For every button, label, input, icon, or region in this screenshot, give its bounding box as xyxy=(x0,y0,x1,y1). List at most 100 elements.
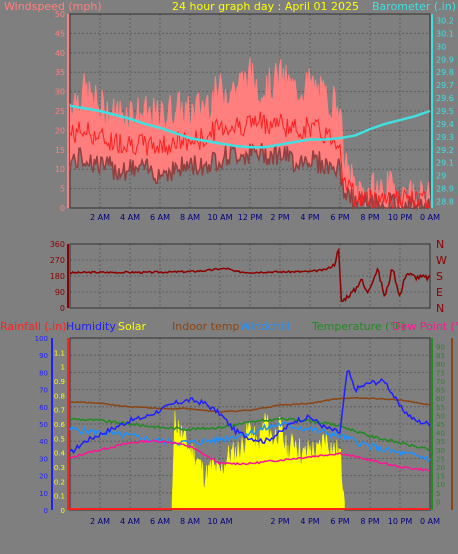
wind-tick-label: 45 xyxy=(55,29,65,38)
temperature-tick-label: 45 xyxy=(436,421,445,429)
time-tick-label: 2 PM xyxy=(270,213,289,222)
temperature-tick-label: 50 xyxy=(436,412,445,420)
barometer-tick-label: 29.6 xyxy=(436,94,454,103)
legend-solar: Solar xyxy=(118,320,147,333)
dew-point-line xyxy=(69,439,431,472)
barometer-tick-label: 29.3 xyxy=(436,133,454,142)
barometer-tick-label: 29.2 xyxy=(436,146,454,155)
humidity-line xyxy=(69,369,431,455)
compass-label: E xyxy=(436,286,443,299)
wind-tick-label: 5 xyxy=(60,185,65,194)
wind-tick-label: 25 xyxy=(55,107,65,116)
humidity-tick-label: 80 xyxy=(39,369,48,377)
temperature-tick-label: 10 xyxy=(436,481,445,489)
time-tick-label: 2 PM xyxy=(270,517,289,526)
compass-label: N xyxy=(436,238,444,251)
environment-chart: 010203040506070809010000.10.20.30.40.50.… xyxy=(35,335,453,526)
direction-tick-label: 180 xyxy=(50,272,65,281)
barometer-tick-label: 29.4 xyxy=(436,120,454,129)
barometer-tick-label: 29.9 xyxy=(436,55,454,64)
direction-tick-label: 360 xyxy=(50,240,65,249)
time-tick-label: 2 AM xyxy=(90,213,110,222)
temperature-tick-label: 40 xyxy=(436,430,445,438)
time-tick-label: 8 AM xyxy=(180,517,200,526)
wind-gust-band xyxy=(70,58,430,208)
temperature-tick-label: 35 xyxy=(436,438,445,446)
temperature-tick-label: 5 xyxy=(436,490,440,498)
time-tick-label: 8 AM xyxy=(180,213,200,222)
temperature-tick-label: 0 xyxy=(436,498,440,506)
wind-average-line xyxy=(69,111,430,210)
wind-tick-label: 15 xyxy=(55,146,65,155)
time-tick-label: 4 AM xyxy=(120,213,140,222)
rain-tick-label: 0.9 xyxy=(54,378,65,386)
wind-tick-label: 10 xyxy=(55,165,65,174)
legend-indoor-temp: Indoor temp xyxy=(172,320,239,333)
temperature-tick-label: 70 xyxy=(436,378,445,386)
wind-tick-label: 30 xyxy=(55,88,65,97)
temperature-tick-label: 55 xyxy=(436,404,445,412)
time-tick-label: 10 AM xyxy=(207,213,232,222)
temperature-tick-label: 15 xyxy=(436,473,445,481)
temperature-tick-label: 25 xyxy=(436,455,445,463)
barometer-tick-label: 29.7 xyxy=(436,81,454,90)
barometer-tick-label: 28.9 xyxy=(436,185,454,194)
rain-tick-label: 0.6 xyxy=(54,421,66,429)
barometer-tick-label: 29 xyxy=(436,172,446,181)
rain-tick-label: 1.1 xyxy=(54,349,65,357)
time-tick-label: 10 AM xyxy=(207,517,232,526)
wind-tick-label: 0 xyxy=(60,204,65,213)
environment-legend: Rainfall (.in) Humidity Solar Indoor tem… xyxy=(0,320,458,333)
humidity-tick-label: 10 xyxy=(39,490,48,498)
time-tick-label: 0 AM xyxy=(420,517,440,526)
humidity-tick-label: 0 xyxy=(44,507,48,515)
rain-tick-label: 0.7 xyxy=(54,407,65,415)
humidity-tick-label: 60 xyxy=(39,404,48,412)
rain-tick-label: 0.5 xyxy=(54,435,65,443)
temperature-tick-label: 85 xyxy=(436,352,445,360)
temperature-tick-label: 80 xyxy=(436,361,445,369)
humidity-tick-label: 50 xyxy=(39,421,48,429)
wind-tick-label: 20 xyxy=(55,126,65,135)
legend-rainfall: Rainfall (.in) xyxy=(0,320,67,333)
legend-dew-point: Dew Point (°F) xyxy=(392,320,458,333)
time-tick-label: 6 AM xyxy=(150,517,170,526)
chart-title: 24 hour graph day : April 01 2025 xyxy=(172,0,359,13)
rain-tick-label: 0 xyxy=(61,507,65,515)
rain-tick-label: 0.2 xyxy=(54,478,65,486)
time-tick-label: 10 PM xyxy=(388,213,413,222)
windchill-line xyxy=(69,421,431,463)
time-tick-label: 4 AM xyxy=(120,517,140,526)
rain-tick-label: 0.1 xyxy=(54,493,65,501)
time-tick-label: 4 PM xyxy=(300,517,319,526)
barometer-tick-label: 30 xyxy=(436,42,446,51)
barometer-tick-label: 29.8 xyxy=(436,68,454,77)
humidity-tick-label: 40 xyxy=(39,438,48,446)
time-tick-label: 12 PM xyxy=(238,213,263,222)
direction-tick-label: 90 xyxy=(55,288,65,297)
temperature-tick-label: 30 xyxy=(436,447,445,455)
temperature-tick-label: 20 xyxy=(436,464,445,472)
temperature-tick-label: 60 xyxy=(436,395,445,403)
rain-tick-label: 0.3 xyxy=(54,464,65,472)
time-tick-label: 10 PM xyxy=(388,517,413,526)
compass-label: W xyxy=(436,254,447,267)
humidity-tick-label: 20 xyxy=(39,473,48,481)
barometer-axis-title: Barometer (.in) xyxy=(372,0,456,13)
time-tick-label: 2 AM xyxy=(90,517,110,526)
rain-tick-label: 0.4 xyxy=(54,450,66,458)
wind-low-line xyxy=(69,143,431,211)
barometer-tick-label: 28.8 xyxy=(436,198,454,207)
time-tick-label: 6 PM xyxy=(330,213,349,222)
wind-tick-label: 50 xyxy=(55,10,65,19)
windspeed-axis-title: Windspeed (mph) xyxy=(4,0,102,13)
temperature-tick-label: 75 xyxy=(436,369,445,377)
temperature-tick-label: 65 xyxy=(436,387,445,395)
humidity-tick-label: 90 xyxy=(39,352,48,360)
humidity-tick-label: 30 xyxy=(39,455,48,463)
rain-tick-label: 1 xyxy=(61,364,65,372)
time-tick-label: 6 PM xyxy=(330,517,349,526)
